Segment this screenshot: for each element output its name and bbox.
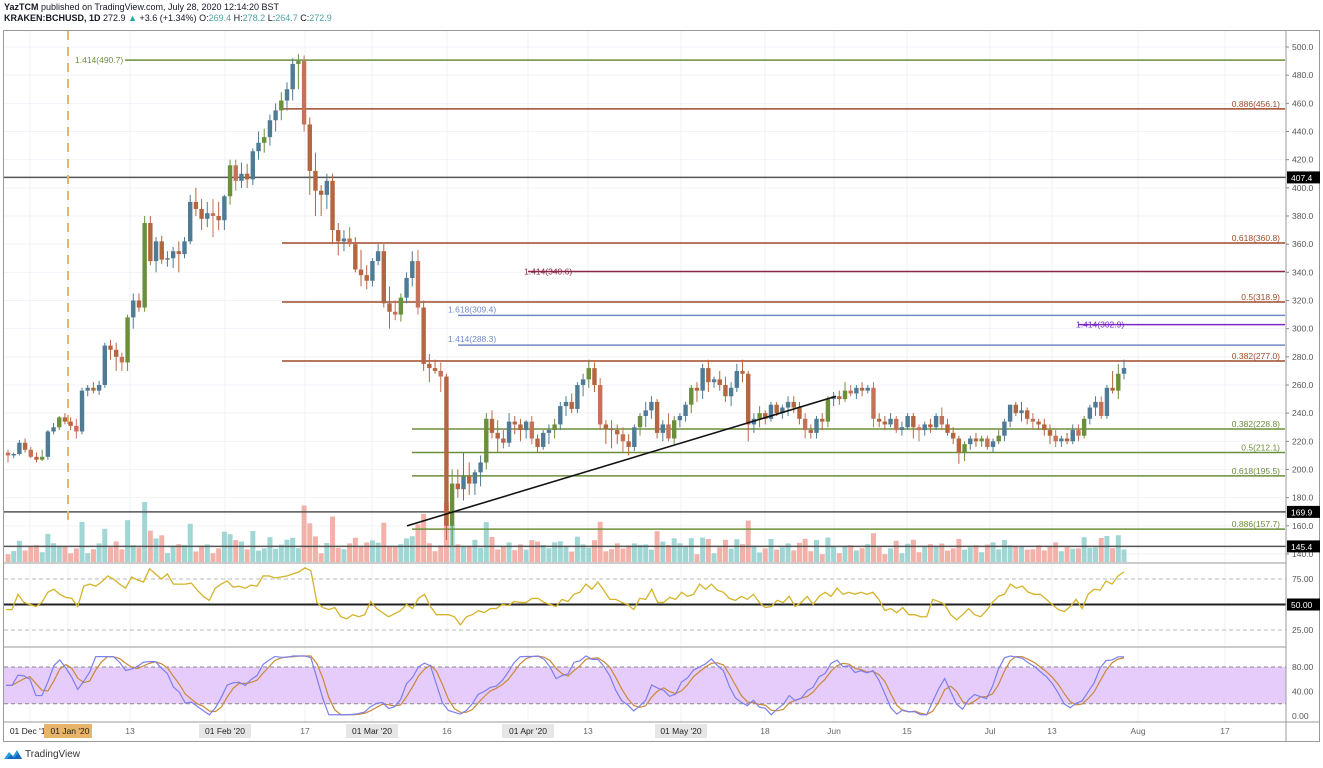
fib-label: 0.618(195.5) [1232, 466, 1280, 476]
change-value: +3.6 (+1.34%) [139, 13, 197, 23]
low-label: L: [267, 13, 276, 23]
price-tick: 440.0 [1292, 127, 1314, 137]
fib-label: 1.414(490.7) [75, 55, 123, 65]
price-tick: 200.0 [1292, 465, 1314, 475]
time-label: 13 [583, 726, 593, 736]
last-price: 272.9 [103, 13, 126, 23]
publish-line: YazTCM published on TradingView.com, Jul… [4, 2, 332, 13]
fib-label: 0.382(228.8) [1232, 419, 1280, 429]
svg-text:50.00: 50.00 [1291, 600, 1313, 610]
tradingview-logo-text: TradingView [25, 749, 81, 760]
fib-label: 0.5(212.1) [1241, 442, 1280, 452]
fib-label: 0.886(456.1) [1232, 99, 1280, 109]
price-tick: 500.0 [1292, 42, 1314, 52]
open-value: 269.4 [208, 13, 232, 23]
price-tick: 140.0 [1292, 549, 1314, 559]
time-label: 01 Apr '20 [509, 726, 547, 736]
rsi-pane [4, 562, 1286, 631]
trendline[interactable] [406, 395, 837, 527]
tradingview-logo-icon [4, 750, 22, 759]
time-label: 01 Mar '20 [352, 726, 392, 736]
high-value: 278.2 [242, 13, 266, 23]
low-value: 264.7 [275, 13, 298, 23]
rsi-badge [1287, 598, 1320, 611]
chart-frame[interactable]: 1.414(490.7) 0.886(456.1) 0.618(360.8) 1.41… [3, 30, 1320, 742]
time-label: 01 Jan '20 [51, 726, 90, 736]
time-label: 17 [300, 726, 310, 736]
time-label: 01 May '20 [660, 726, 702, 736]
stoch-tick: 80.00 [1292, 662, 1314, 672]
price-tick: 480.0 [1292, 70, 1314, 80]
time-label: 18 [760, 726, 770, 736]
price-badge [1287, 540, 1320, 553]
axes: 500.0 480.0 460.0 440.0 420.0 400.0 380.0 360.0… [4, 31, 1320, 741]
fib-label: 1.414(340.6) [524, 266, 572, 276]
author-name[interactable]: YazTCM [4, 2, 39, 12]
time-label: 01 Feb '20 [205, 726, 245, 736]
price-badge [1287, 505, 1320, 518]
time-label: 01 Dec '19 [10, 726, 51, 736]
fib-label: 1.414(288.3) [448, 334, 496, 344]
high-label: H: [233, 13, 243, 23]
time-label: 13 [1047, 726, 1057, 736]
time-label: 16 [442, 726, 452, 736]
price-tick: 220.0 [1292, 436, 1314, 446]
price-tick: 160.0 [1292, 521, 1314, 531]
time-label: Aug [1130, 726, 1145, 736]
ohlc-line: KRAKEN:BCHUSD, 1D 272.9 ▲ +3.6 (+1.34%) … [4, 13, 332, 24]
price-tick: 380.0 [1292, 211, 1314, 221]
time-label: Jul [985, 726, 996, 736]
rsi-tick: 25.00 [1292, 625, 1314, 635]
fib-levels[interactable]: 1.414(490.7) 0.886(456.1) 0.618(360.8) 1.41… [4, 31, 1286, 548]
time-label: 13 [125, 726, 135, 736]
rsi-tick: 75.00 [1292, 574, 1314, 584]
price-badge [1287, 171, 1320, 184]
chart-header: YazTCM published on TradingView.com, Jul… [4, 2, 332, 24]
time-label: Jun [827, 726, 841, 736]
price-tick: 240.0 [1292, 408, 1314, 418]
svg-text:407.4: 407.4 [1291, 173, 1313, 183]
volume-bars [5, 502, 1127, 562]
change-arrow-icon: ▲ [128, 13, 137, 23]
svg-text:145.4: 145.4 [1291, 542, 1313, 552]
fib-label: 0.618(360.8) [1232, 233, 1280, 243]
price-tick: 280.0 [1292, 352, 1314, 362]
fib-label: 0.382(277.0) [1232, 351, 1280, 361]
stoch-tick: 40.00 [1292, 687, 1314, 697]
fib-label: 1.618(309.4) [448, 304, 496, 314]
close-value: 272.9 [309, 13, 332, 23]
time-label: 15 [902, 726, 912, 736]
published-text: published on TradingView.com, July 28, 2… [41, 2, 280, 12]
time-label: 17 [1220, 726, 1230, 736]
stoch-tick: 0.00 [1292, 711, 1309, 721]
time-axis[interactable]: 01 Dec '19 01 Jan '20 13 01 Feb '20 17 01 Mar… [10, 724, 1230, 738]
price-tick: 420.0 [1292, 155, 1314, 165]
stoch-rsi-pane [4, 646, 1286, 716]
price-tick: 180.0 [1292, 493, 1314, 503]
price-tick: 460.0 [1292, 98, 1314, 108]
price-tick: 300.0 [1292, 324, 1314, 334]
fib-label: 0.886(157.7) [1232, 519, 1280, 529]
candlesticks [5, 54, 1127, 547]
grid-lines [4, 31, 1286, 722]
symbol-label: KRAKEN:BCHUSD, 1D [4, 13, 101, 23]
price-tick: 320.0 [1292, 296, 1314, 306]
price-tick: 340.0 [1292, 267, 1314, 277]
price-tick: 260.0 [1292, 380, 1314, 390]
chart-canvas[interactable]: 1.414(490.7) 0.886(456.1) 0.618(360.8) 1.41… [3, 30, 1320, 742]
price-tick: 400.0 [1292, 183, 1314, 193]
close-label: C: [300, 13, 310, 23]
svg-text:169.9: 169.9 [1291, 507, 1313, 517]
open-label: O: [199, 13, 209, 23]
price-tick: 360.0 [1292, 239, 1314, 249]
tradingview-logo[interactable]: TradingView [4, 749, 80, 760]
fib-label: 1.414(302.9) [1076, 320, 1124, 330]
fib-label: 0.5(318.9) [1241, 292, 1280, 302]
